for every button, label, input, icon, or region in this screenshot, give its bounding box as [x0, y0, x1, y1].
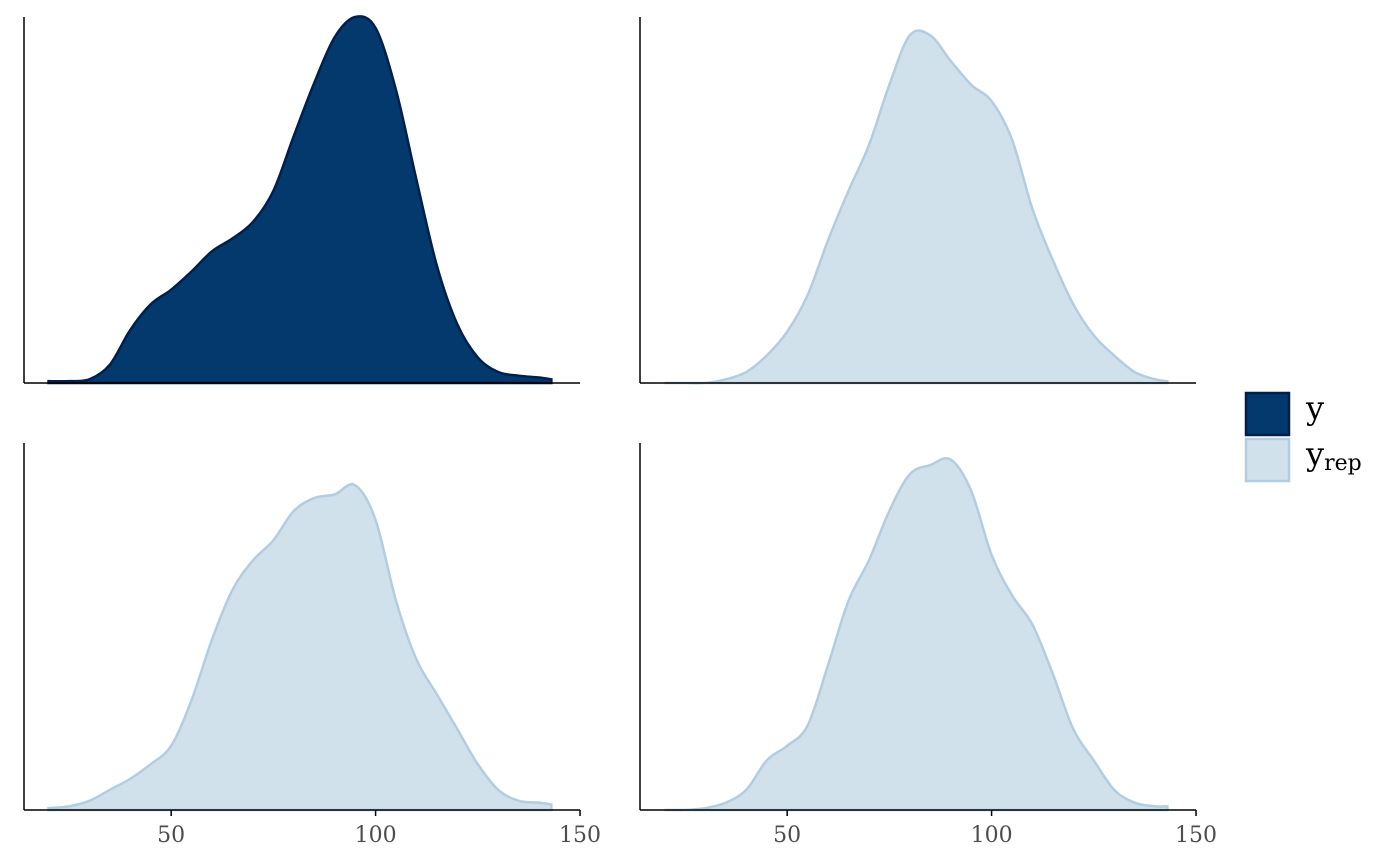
legend-subscript: rep: [1324, 451, 1362, 476]
legend-name: y: [1305, 435, 1324, 473]
density-area: [664, 456, 1169, 812]
x-tick-label: 50: [157, 823, 185, 848]
x-tick-label: 100: [971, 823, 1013, 848]
legend-name: y: [1305, 389, 1324, 427]
x-tick-label: 150: [1175, 823, 1217, 848]
legend-label: y: [1305, 389, 1324, 427]
x-tick-label: 100: [355, 823, 397, 848]
x-tick-label: 50: [773, 823, 801, 848]
legend-label: yrep: [1305, 435, 1362, 477]
density-area: [664, 29, 1169, 385]
legend-key: [1244, 391, 1291, 437]
x-tick-label: 150: [559, 823, 601, 848]
legend-key: [1244, 437, 1291, 483]
density-area: [47, 15, 553, 385]
density-area: [47, 483, 553, 812]
